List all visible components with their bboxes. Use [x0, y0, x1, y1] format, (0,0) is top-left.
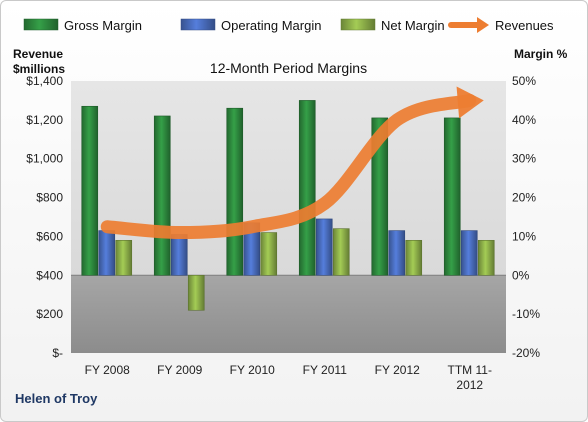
left-axis-tick-label: $1,400 [26, 74, 63, 88]
x-axis-tick-label: FY 2011 [303, 363, 348, 377]
right-axis-tick-label: 40% [512, 113, 536, 127]
left-axis-tick-label: $200 [36, 307, 63, 321]
x-axis-tick-label: FY 2008 [85, 363, 130, 377]
right-axis-tick-label: 50% [512, 74, 536, 88]
bar-gross-margin [443, 117, 461, 276]
bar-net-margin [405, 240, 423, 276]
legend-swatch-gross-margin [23, 18, 59, 31]
bar-operating-margin [315, 218, 333, 276]
left-axis-tick-label: $400 [36, 268, 63, 282]
company-name: Helen of Troy [15, 391, 98, 406]
bar-net-margin [260, 232, 278, 276]
x-axis-tick-label: FY 2009 [157, 363, 202, 377]
right-axis-tick-label: 10% [512, 229, 536, 243]
bar-net-margin [115, 240, 133, 276]
chart-title: 12-Month Period Margins [210, 60, 367, 76]
bar-operating-margin [460, 230, 478, 276]
right-axis-tick-label: 0% [512, 268, 530, 282]
bar-gross-margin [298, 100, 316, 276]
left-axis-title-line: Revenue [13, 47, 63, 61]
left-axis-tick-label: $- [52, 346, 63, 360]
right-axis-title: Margin % [514, 47, 568, 61]
right-axis-tick-label: 20% [512, 191, 536, 205]
x-axis-tick-label: TTM 11- [448, 363, 492, 377]
bar-gross-margin [226, 107, 244, 276]
left-axis-tick-label: $1,200 [26, 113, 63, 127]
left-axis-tick-label: $800 [36, 191, 63, 205]
legend-arrow-icon [477, 17, 489, 33]
left-axis-tick-label: $1,000 [26, 152, 63, 166]
bar-gross-margin [153, 115, 171, 276]
x-axis-tick-label: 2012 [456, 378, 483, 392]
bar-operating-margin [98, 230, 116, 276]
x-axis-tick-label: FY 2010 [230, 363, 275, 377]
legend-label-revenues: Revenues [495, 18, 554, 33]
plot-area-lower [71, 275, 506, 353]
plot-area-upper [71, 81, 506, 276]
right-axis-tick-label: 30% [512, 152, 536, 166]
bar-operating-margin [170, 234, 188, 276]
left-axis-tick-label: $600 [36, 229, 63, 243]
legend-label-gross-margin: Gross Margin [64, 18, 142, 33]
revenue-line [100, 93, 477, 240]
bar-net-margin [477, 240, 495, 276]
legend-swatch-operating-margin [180, 18, 216, 31]
x-axis-tick-label: FY 2012 [375, 363, 420, 377]
left-axis-title-line: $millions [13, 62, 65, 76]
right-axis-tick-label: -20% [512, 346, 540, 360]
legend-label-operating-margin: Operating Margin [221, 18, 321, 33]
legend-swatch-net-margin [340, 18, 376, 31]
bar-gross-margin [371, 117, 389, 276]
bar-gross-margin [81, 105, 99, 276]
legend-label-net-margin: Net Margin [381, 18, 445, 33]
bar-net-margin [187, 274, 205, 311]
revenue-arrowhead-icon [456, 86, 484, 119]
bar-net-margin [332, 228, 350, 276]
right-axis-tick-label: -10% [512, 307, 540, 321]
bar-operating-margin [388, 230, 406, 276]
